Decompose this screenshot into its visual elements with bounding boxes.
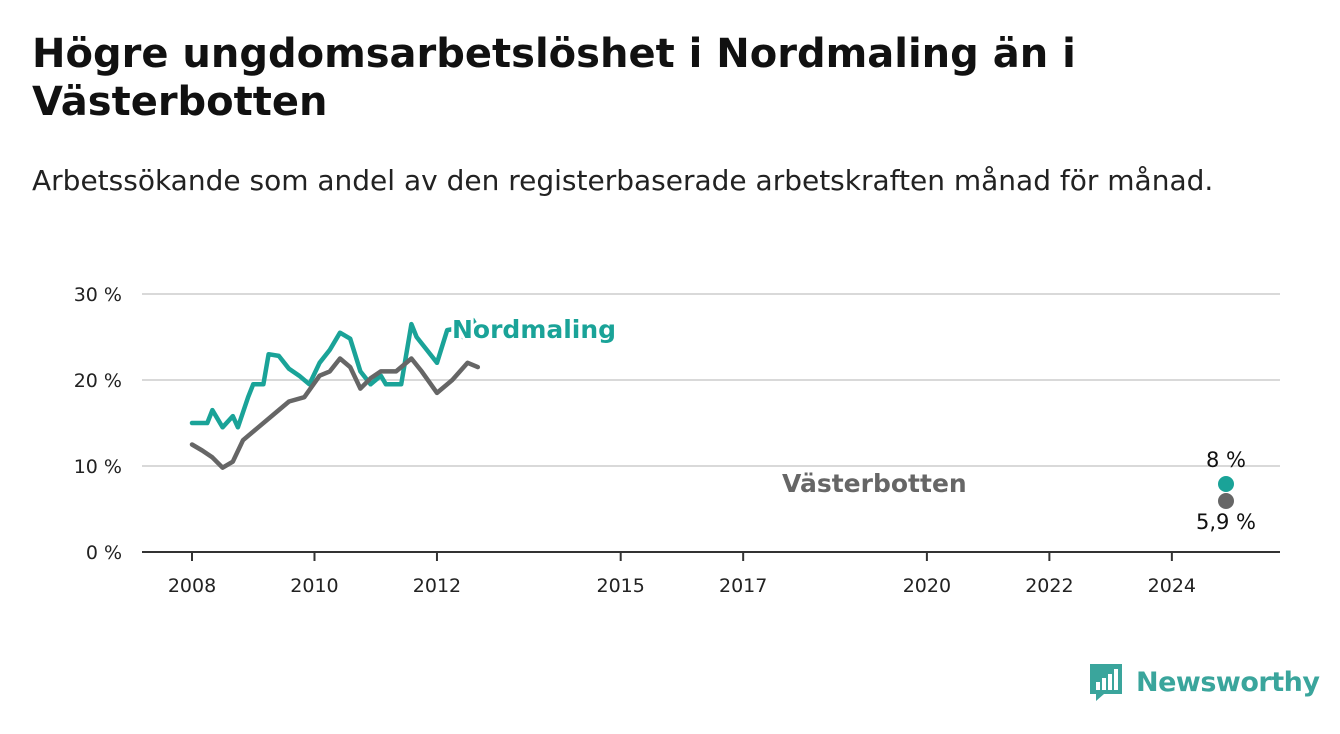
y-tick-label: 0 % — [86, 542, 122, 564]
series-line-nordmaling — [189, 317, 481, 430]
series-label-vasterbotten: Västerbotten — [782, 469, 967, 498]
x-tick-label: 2012 — [413, 575, 461, 597]
brand-name: Newsworthy — [1136, 666, 1320, 698]
x-tick-label: 2020 — [903, 575, 951, 597]
series-labels: Nordmaling Västerbotten 8 % 5,9 % — [449, 312, 1259, 537]
x-tick-label: 2024 — [1148, 575, 1196, 597]
newsworthy-logo-icon — [1088, 662, 1124, 702]
end-value-nordmaling: 8 % — [1206, 448, 1246, 472]
x-tick-label: 2015 — [597, 575, 645, 597]
end-dot-nordmaling — [1218, 476, 1234, 492]
x-tick-label: 2008 — [168, 575, 216, 597]
y-tick-label: 10 % — [74, 456, 122, 478]
y-tick-label: 20 % — [74, 370, 122, 392]
chart-title: Högre ungdomsarbetslöshet i Nordmaling ä… — [32, 31, 1076, 125]
grid-lines — [142, 293, 1280, 467]
end-dot-vasterbotten — [1218, 493, 1234, 509]
axes: 0 % 10 % 20 % 30 % 2008 2010 2012 2015 2017 2020 2… — [74, 284, 1280, 597]
end-value-vasterbotten: 5,9 % — [1196, 510, 1256, 534]
chart-subtitle: Arbetssökande som andel av den registerb… — [32, 164, 1214, 197]
y-tick-label: 30 % — [74, 284, 122, 306]
newsworthy-brand: Newsworthy — [1088, 660, 1320, 704]
x-tick-label: 2010 — [290, 575, 338, 597]
series-label-nordmaling: Nordmaling — [452, 315, 616, 344]
series-lines — [189, 317, 481, 470]
series-line-västerbotten — [189, 356, 481, 470]
x-tick-label: 2022 — [1025, 575, 1073, 597]
x-tick-label: 2017 — [719, 575, 767, 597]
